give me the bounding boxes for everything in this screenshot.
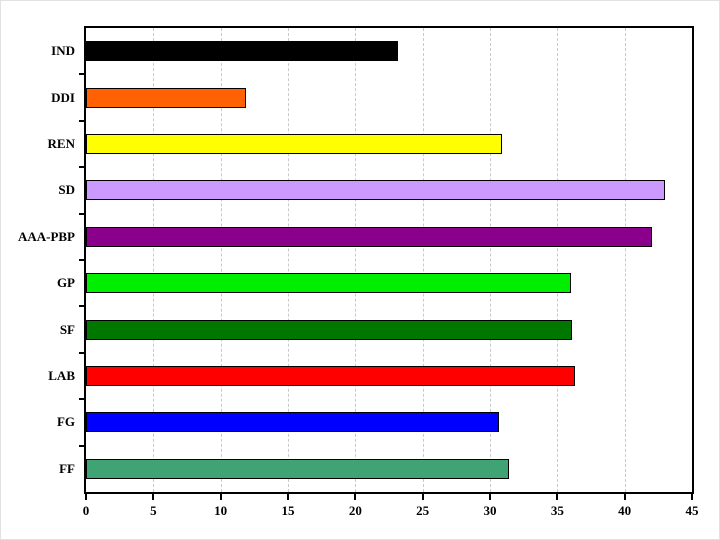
x-axis-tick xyxy=(219,494,222,500)
y-axis-minor-tick xyxy=(79,73,84,76)
y-axis-minor-tick xyxy=(79,351,84,354)
gridline xyxy=(288,28,289,492)
x-axis-tick xyxy=(421,494,424,500)
x-axis-tick xyxy=(556,494,559,500)
y-tick-label: AAA-PBP xyxy=(17,228,75,244)
gridline xyxy=(153,28,155,492)
y-tick-label: FF xyxy=(59,460,75,476)
gridline xyxy=(355,28,357,492)
bar-fg xyxy=(86,412,500,433)
gridline xyxy=(220,28,222,492)
y-tick-label: IND xyxy=(51,43,75,59)
gridline xyxy=(557,28,559,492)
y-axis-minor-tick xyxy=(79,398,84,401)
x-tick-label: 25 xyxy=(416,503,430,518)
plot-area xyxy=(84,26,694,494)
gridline xyxy=(422,28,424,492)
y-tick-label: FG xyxy=(56,414,75,430)
gridline xyxy=(624,28,626,492)
x-axis-tick xyxy=(489,494,491,500)
y-tick-label: SF xyxy=(59,321,75,337)
bar-ff xyxy=(86,458,509,479)
bar-aaa-pbp xyxy=(86,226,652,247)
x-tick-label: 20 xyxy=(348,503,362,518)
bar-gp xyxy=(86,273,571,294)
bar-ind xyxy=(86,41,399,62)
y-tick-label: LAB xyxy=(48,368,75,383)
x-axis-tick xyxy=(354,494,357,500)
x-tick-label: 40 xyxy=(618,503,632,518)
bar-sd xyxy=(86,180,666,201)
y-tick-label: DDI xyxy=(51,89,75,105)
gridline xyxy=(490,28,491,492)
x-axis-tick xyxy=(152,494,155,500)
y-tick-label: GP xyxy=(56,275,75,291)
y-axis-minor-tick xyxy=(79,259,84,261)
bar-ddi xyxy=(86,87,247,108)
y-axis-minor-tick xyxy=(79,212,84,215)
y-axis-minor-tick xyxy=(79,444,84,447)
x-tick-label: 0 xyxy=(82,503,90,518)
x-axis-tick xyxy=(287,494,289,500)
x-tick-label: 5 xyxy=(150,503,157,518)
bar-ren xyxy=(86,134,503,154)
y-tick-label: SD xyxy=(58,182,75,198)
x-axis-tick xyxy=(691,494,693,500)
y-axis-minor-tick xyxy=(79,166,84,169)
x-tick-label: 15 xyxy=(281,503,295,518)
x-tick-label: 45 xyxy=(685,503,699,518)
x-axis-tick xyxy=(85,494,87,500)
x-tick-label: 30 xyxy=(483,503,497,518)
bar-lab xyxy=(86,366,575,386)
y-axis-minor-tick xyxy=(79,119,84,122)
x-tick-label: 35 xyxy=(550,503,564,518)
bar-sf xyxy=(86,319,573,340)
x-tick-label: 10 xyxy=(214,503,228,518)
y-tick-label: REN xyxy=(47,136,75,151)
x-axis-tick xyxy=(623,494,626,500)
y-axis-minor-tick xyxy=(79,305,84,308)
